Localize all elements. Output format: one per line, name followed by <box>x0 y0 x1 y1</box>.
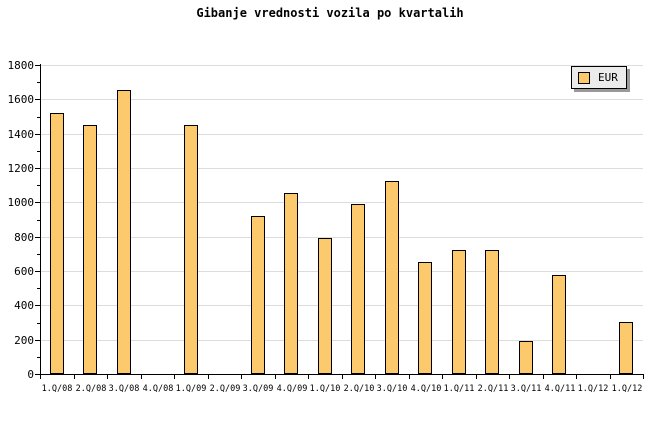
y-major-tick <box>35 271 40 272</box>
x-tick <box>40 375 41 379</box>
gridline <box>41 305 643 306</box>
legend: EUR <box>571 66 627 89</box>
y-tick-label: 1400 <box>7 128 35 141</box>
x-tick <box>476 375 477 379</box>
x-tick-label: 2.Q/09 <box>209 384 241 394</box>
y-minor-tick <box>37 288 40 289</box>
x-tick <box>275 375 276 379</box>
bar <box>552 275 566 374</box>
y-minor-tick <box>37 117 40 118</box>
y-tick-label: 1000 <box>7 196 35 209</box>
y-major-tick <box>35 305 40 306</box>
y-major-tick <box>35 134 40 135</box>
legend-swatch-eur <box>578 71 590 84</box>
y-minor-tick <box>37 151 40 152</box>
gridline <box>41 99 643 100</box>
x-tick-label: 1.Q/11 <box>443 384 475 394</box>
x-tick <box>308 375 309 379</box>
x-tick <box>409 375 410 379</box>
gridline <box>41 202 643 203</box>
bar <box>117 90 131 374</box>
y-minor-tick <box>37 185 40 186</box>
x-tick <box>509 375 510 379</box>
y-axis-line <box>40 64 41 375</box>
x-tick <box>643 375 644 379</box>
x-tick-label: 4.Q/09 <box>276 384 308 394</box>
gridline <box>41 134 643 135</box>
y-tick-label: 800 <box>14 231 34 244</box>
y-tick-label: 0 <box>27 368 34 381</box>
x-tick-label: 4.Q/10 <box>410 384 442 394</box>
y-minor-tick <box>37 220 40 221</box>
x-tick-label: 1.Q/12 <box>611 384 643 394</box>
x-tick-label: 1.Q/10 <box>309 384 341 394</box>
gridline <box>41 168 643 169</box>
bar <box>83 125 97 374</box>
y-tick-label: 1600 <box>7 93 35 106</box>
bar <box>318 238 332 374</box>
x-tick-label: 2.Q/08 <box>75 384 107 394</box>
x-tick-label: 3.Q/09 <box>242 384 274 394</box>
bar <box>351 204 365 374</box>
bar <box>519 341 533 374</box>
x-tick-label: 2.Q/11 <box>477 384 509 394</box>
x-tick-label: 3.Q/10 <box>376 384 408 394</box>
x-tick <box>241 375 242 379</box>
y-major-tick <box>35 374 40 375</box>
gridline <box>41 237 643 238</box>
x-tick <box>342 375 343 379</box>
y-major-tick <box>35 168 40 169</box>
x-tick-label: 1.Q/09 <box>175 384 207 394</box>
bar <box>385 181 399 374</box>
y-major-tick <box>35 202 40 203</box>
y-tick-label: 1800 <box>7 59 35 72</box>
y-minor-tick <box>37 82 40 83</box>
bar <box>251 216 265 374</box>
y-tick-label: 400 <box>14 299 34 312</box>
x-tick-label: 2.Q/10 <box>343 384 375 394</box>
bar <box>284 193 298 374</box>
bar <box>485 250 499 374</box>
y-major-tick <box>35 99 40 100</box>
x-tick <box>610 375 611 379</box>
x-tick-label: 3.Q/08 <box>108 384 140 394</box>
gridline <box>41 65 643 66</box>
x-tick-label: 1.Q/08 <box>41 384 73 394</box>
x-axis-line <box>40 374 644 375</box>
gridline <box>41 271 643 272</box>
x-tick <box>74 375 75 379</box>
y-major-tick <box>35 340 40 341</box>
x-tick-label: 4.Q/08 <box>142 384 174 394</box>
x-tick <box>442 375 443 379</box>
x-tick <box>141 375 142 379</box>
bar <box>184 125 198 374</box>
bar <box>50 113 64 374</box>
y-tick-label: 1200 <box>7 162 35 175</box>
gridline <box>41 340 643 341</box>
x-tick <box>543 375 544 379</box>
y-tick-label: 200 <box>14 334 34 347</box>
y-minor-tick <box>37 323 40 324</box>
y-major-tick <box>35 237 40 238</box>
x-tick-label: 4.Q/11 <box>544 384 576 394</box>
x-tick <box>107 375 108 379</box>
x-tick <box>576 375 577 379</box>
bar <box>418 262 432 374</box>
x-tick <box>174 375 175 379</box>
bar <box>619 322 633 374</box>
y-minor-tick <box>37 254 40 255</box>
x-tick-label: 3.Q/11 <box>510 384 542 394</box>
y-major-tick <box>35 65 40 66</box>
x-tick <box>375 375 376 379</box>
y-minor-tick <box>37 357 40 358</box>
bar <box>452 250 466 374</box>
legend-label: EUR <box>598 71 618 84</box>
x-tick <box>208 375 209 379</box>
chart-title: Gibanje vrednosti vozila po kvartalih <box>196 6 464 20</box>
y-tick-label: 600 <box>14 265 34 278</box>
x-tick-label: 1.Q/12 <box>577 384 609 394</box>
